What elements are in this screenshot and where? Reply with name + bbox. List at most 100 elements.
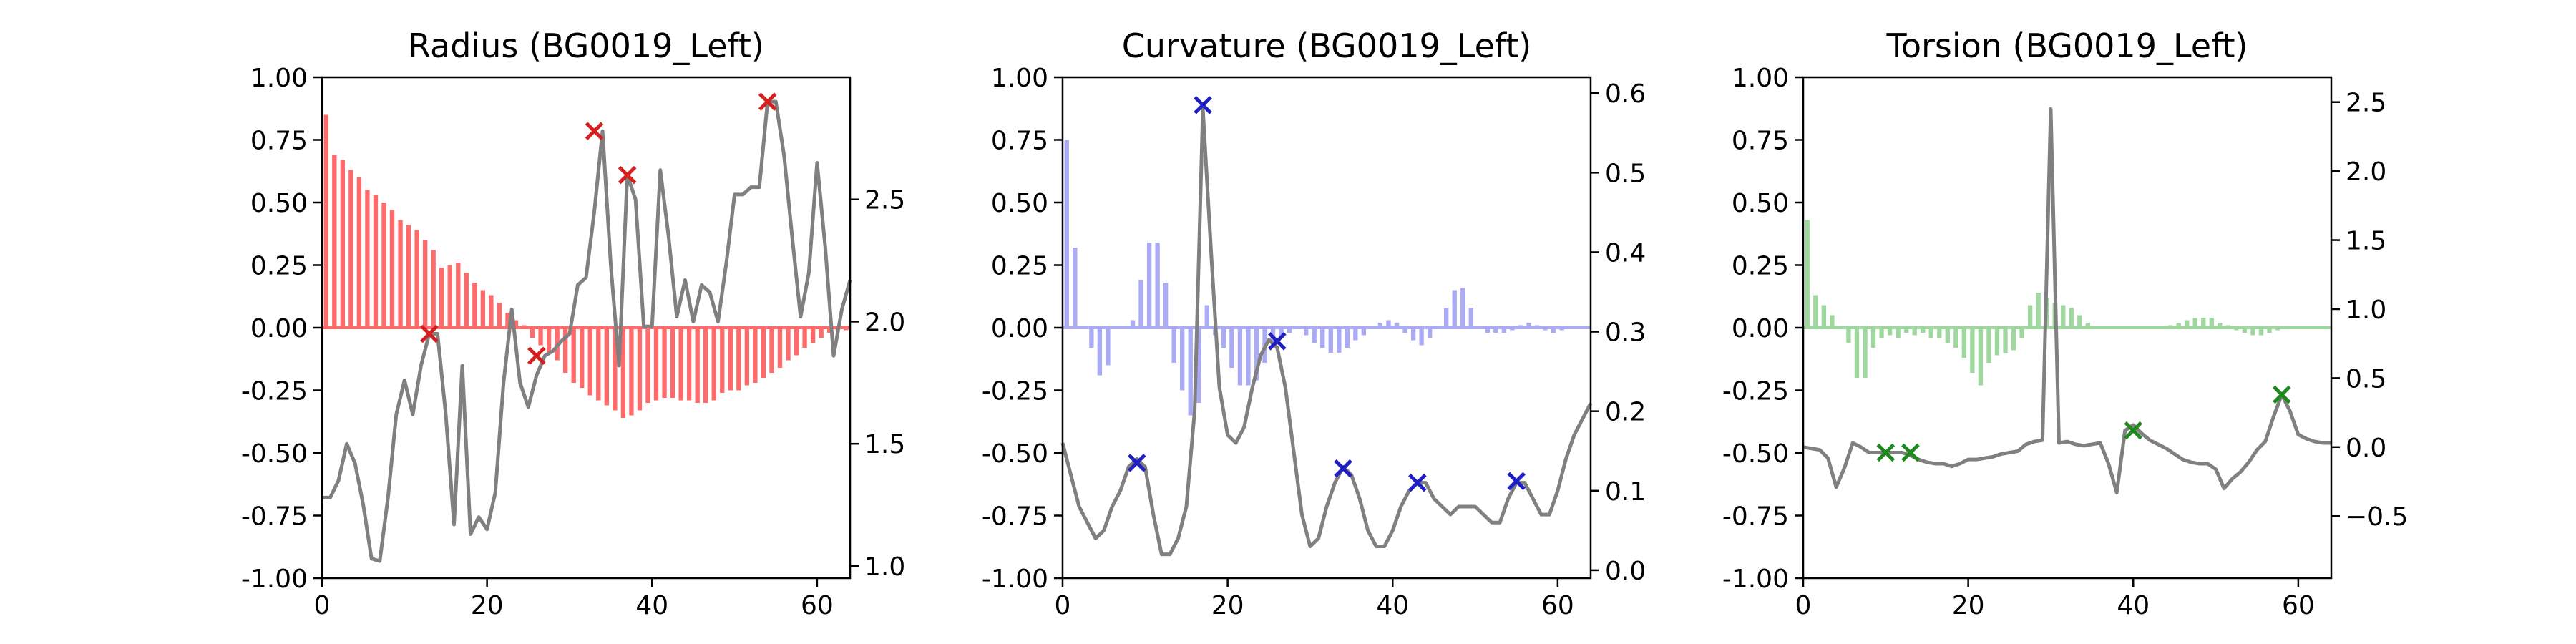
bar [1961,328,1967,358]
y-left-tick-label: -0.75 [1722,502,1789,532]
x-marker-stroke [1268,332,1287,351]
bar [744,328,750,386]
y-left-tick-label: 1.00 [250,64,308,93]
bar [720,328,725,393]
y-left-tick-label: -0.75 [982,502,1048,532]
x-marker-stroke [1901,443,1920,462]
bar [2258,328,2264,336]
bar [1937,328,1942,338]
bar [1846,328,1851,343]
x-marker [2273,385,2291,404]
x-marker [420,324,439,343]
y-left-tick-label: -0.50 [982,439,1048,469]
bar [398,220,403,328]
x-marker-stroke [618,165,637,185]
x-marker-stroke [1334,459,1352,478]
bar [1171,328,1176,363]
bar [1854,328,1860,378]
y-left-tick-label: -0.25 [982,377,1048,406]
bar [670,328,675,398]
chart-title: Torsion (BG0019_Left) [1886,26,2248,65]
bar [1986,328,1991,363]
bar [1427,328,1433,338]
x-marker-stroke [2273,385,2291,404]
bar [340,160,345,328]
bar [472,283,477,328]
y-right-tick-label: 0.5 [1605,159,1646,188]
bar [695,328,700,403]
bar [802,328,807,348]
y-left-tick-label: 1.00 [1732,64,1789,93]
y-left-tick-label: 0.75 [991,127,1048,156]
bar [1377,323,1383,328]
bar [2218,323,2223,328]
bar [1246,328,1251,386]
bar [1444,308,1449,328]
bar [1163,283,1169,328]
series-line [1802,107,2331,494]
bar [1237,328,1243,386]
bar [1978,328,1984,386]
bar [1138,280,1143,328]
y-left-tick-label: 0.25 [250,252,308,281]
y-left-tick-label: -0.75 [241,502,308,532]
bar [2027,305,2033,328]
chart-panel-0: 0 20 40 60 -1.00 -0.75 -0.50 -0.25 0.00 0.25 0.50 0… [241,26,905,620]
bar [736,328,741,391]
y-right-tick-label: 0.0 [2346,434,2386,463]
bar [2242,328,2248,333]
bar [1921,328,1926,333]
bar [1155,243,1160,328]
x-tick-label: 0 [1795,591,1812,620]
x-marker-stroke [1507,472,1526,491]
bar [1879,328,1884,338]
bar [711,328,716,401]
bar [356,177,362,328]
y-right-tick-label: 2.0 [2346,157,2386,187]
y-right-tick-label: 0.1 [1605,477,1646,507]
x-marker-stroke [1128,454,1146,472]
y-left-tick-label: 0.50 [991,189,1048,218]
x-marker-stroke [585,122,604,140]
bar [2192,318,2197,328]
bar [1304,328,1309,336]
bar [414,230,419,328]
chart-panel-1: 0 20 40 60 -1.00 -0.75 -0.50 -0.25 0.00 0.25 0.50 0… [982,26,1646,620]
y-left-tick-label: 0.00 [250,314,308,343]
bar [1204,305,1209,328]
y-right-tick-label: 1.0 [864,552,905,582]
bar [2250,328,2255,336]
bar [1312,328,1317,343]
x-marker [1876,443,1896,462]
bar [1320,328,1325,348]
x-marker [1194,96,1212,114]
x-marker [1408,473,1427,492]
x-marker [1128,454,1146,472]
x-marker-stroke [420,324,439,343]
bar [2011,328,2016,351]
bar [2267,328,2272,333]
bar [1196,328,1201,403]
y-right-tick-label: −0.5 [2346,502,2408,532]
x-marker-stroke [527,346,546,366]
bar [381,203,386,328]
bar [1402,328,1407,333]
bar [810,328,816,343]
bar [2036,293,2041,328]
y-left-tick-label: 0.75 [250,127,308,156]
x-marker [1334,459,1352,478]
bar [505,313,510,328]
bar [1353,328,1358,341]
bar [1097,328,1103,376]
y-right-tick-label: 0.0 [1605,557,1646,586]
bar [530,328,535,338]
bar [2003,328,2008,353]
bar [769,328,774,373]
x-marker [758,92,777,111]
bar [786,328,791,361]
bar [1821,305,1826,328]
bar [678,328,683,401]
bar [794,328,799,356]
bar [513,320,519,328]
bar [819,328,824,338]
